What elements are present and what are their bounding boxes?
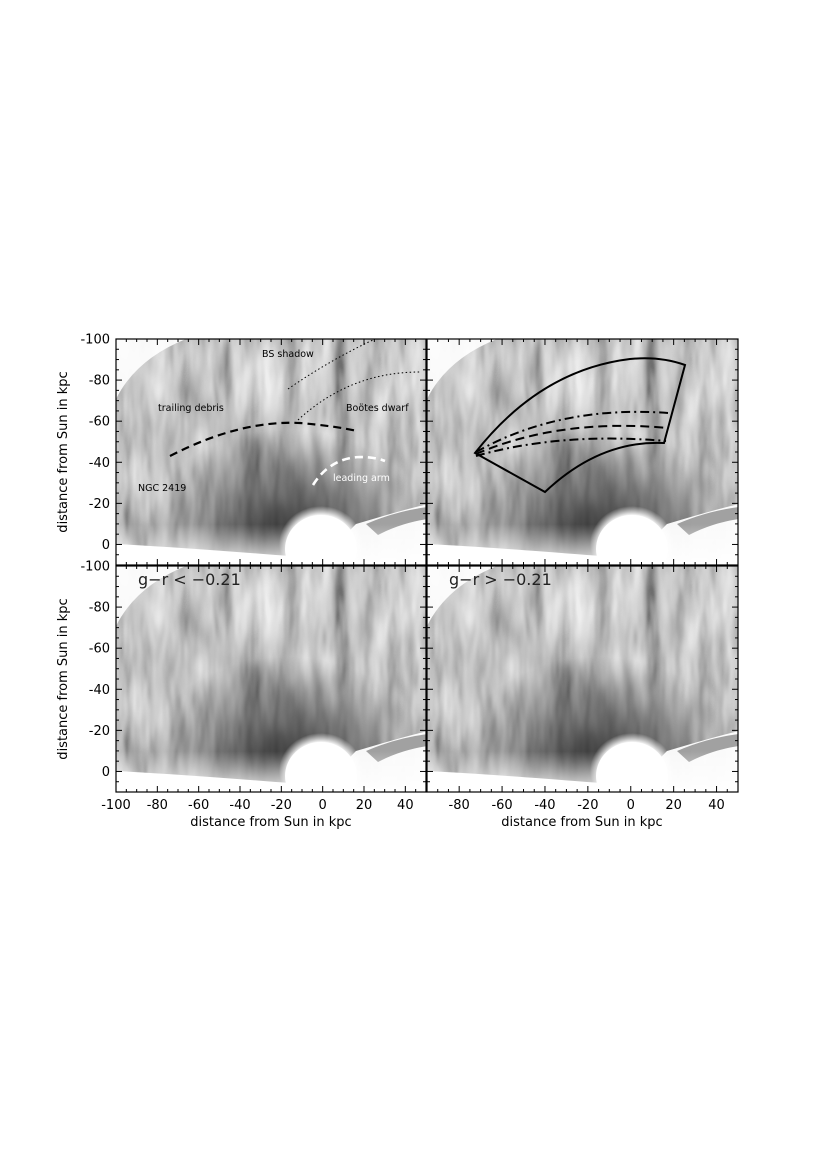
y-axis-title-top: distance from Sun in kpc [56, 371, 71, 532]
y-tick-label: -40 [89, 683, 110, 698]
y-tick-label: -20 [89, 497, 110, 512]
trailing-debris-curve [169, 421, 358, 457]
annotation-ngc-2419: NGC 2419 [138, 483, 186, 494]
x-tick-label: 20 [665, 798, 682, 813]
y-tick-label: 0 [102, 765, 110, 780]
sector-dashed-middle [475, 424, 669, 455]
sector-dashdot-lower [475, 437, 667, 457]
x-tick-label: 40 [397, 798, 414, 813]
annotation-bootes-dwarf: Boötes dwarf [346, 403, 409, 414]
leading-arm-curve [311, 455, 386, 486]
y-tick-label: -80 [89, 374, 110, 389]
x-tick-label: -40 [229, 798, 250, 813]
y-tick-label: 0 [102, 538, 110, 553]
x-tick-label: -20 [577, 798, 598, 813]
y-tick-label: -40 [89, 456, 110, 471]
panel-bottom-right [427, 566, 739, 810]
annotation-trailing-debris: trailing debris [158, 403, 224, 414]
sector-outline [473, 357, 687, 494]
x-tick-label: -40 [534, 798, 555, 813]
y-tick-label: -80 [89, 601, 110, 616]
x-tick-label: 40 [708, 798, 725, 813]
annotation-leading-arm: leading arm [333, 473, 390, 484]
y-tick-label: -60 [89, 642, 110, 657]
annotation-bs-shadow: BS shadow [262, 349, 314, 360]
x-axis-title-left: distance from Sun in kpc [190, 815, 351, 830]
x-tick-label: -80 [147, 798, 168, 813]
sector-dashdot-upper [475, 410, 669, 453]
x-tick-label: 0 [627, 798, 635, 813]
x-tick-label: -60 [188, 798, 209, 813]
x-axis-title-right: distance from Sun in kpc [501, 815, 662, 830]
y-axis-title-bottom: distance from Sun in kpc [56, 598, 71, 759]
x-tick-label: 0 [319, 798, 327, 813]
x-tick-label: -60 [491, 798, 512, 813]
color-cut-label-red: g−r > −0.21 [449, 570, 552, 589]
y-tick-label: -100 [80, 333, 110, 348]
panel-bottom-left [116, 566, 428, 810]
y-tick-label: -60 [89, 415, 110, 430]
x-tick-label: 20 [356, 798, 373, 813]
x-tick-label: -80 [449, 798, 470, 813]
x-tick-label: -20 [271, 798, 292, 813]
axes: -100 -80 -60 -40 -20 0 -100 -80 -60 -40 -20 0 -100 -8… [80, 333, 739, 813]
panel-top-right [427, 339, 739, 583]
color-cut-label-blue: g−r < −0.21 [138, 570, 241, 589]
y-tick-label: -20 [89, 724, 110, 739]
y-tick-label: -100 [80, 560, 110, 575]
x-tick-label: -100 [101, 798, 131, 813]
